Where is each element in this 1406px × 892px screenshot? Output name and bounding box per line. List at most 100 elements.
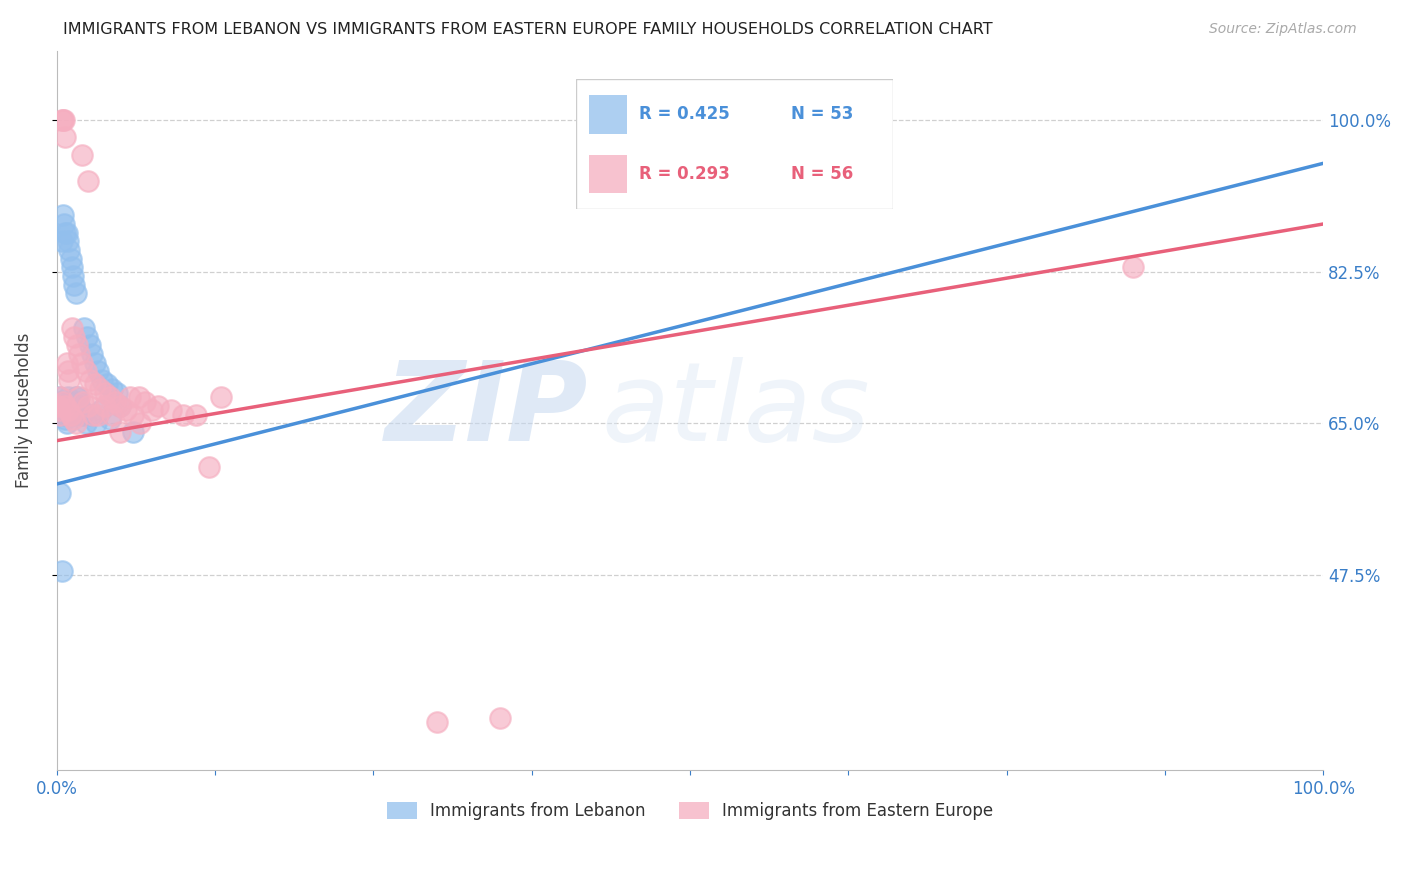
Point [53, 217, 76, 231]
Point [98, 412, 121, 426]
Point [159, 403, 181, 417]
Point [52, 394, 75, 409]
Point [55, 226, 77, 240]
Point [62, 412, 84, 426]
Point [52, 113, 75, 128]
Point [70, 408, 93, 422]
Point [51, 235, 73, 249]
Point [209, 390, 232, 404]
Point [108, 399, 131, 413]
Point [48, 390, 70, 404]
Point [77, 399, 100, 413]
Point [70, 147, 93, 161]
Point [55, 417, 77, 431]
Point [93, 399, 115, 413]
Y-axis label: Family Households: Family Households [15, 333, 32, 488]
Point [46, 399, 69, 413]
Point [73, 321, 96, 335]
Point [115, 403, 138, 417]
Point [1122, 260, 1144, 275]
Point [90, 403, 112, 417]
Point [80, 347, 103, 361]
Point [49, 485, 72, 500]
Point [91, 373, 114, 387]
Text: ZIP: ZIP [385, 357, 589, 464]
Point [489, 711, 512, 725]
Point [67, 390, 90, 404]
Point [66, 338, 89, 352]
Point [83, 377, 105, 392]
Point [120, 390, 142, 404]
Point [52, 403, 75, 417]
Point [67, 347, 90, 361]
Point [51, 399, 73, 413]
Point [65, 286, 87, 301]
Point [121, 408, 143, 422]
Point [93, 386, 115, 401]
Point [77, 174, 100, 188]
Point [49, 394, 72, 409]
Point [70, 356, 93, 370]
Point [58, 243, 80, 257]
Point [134, 394, 156, 409]
Point [80, 408, 103, 422]
Point [72, 394, 94, 409]
Point [49, 390, 72, 404]
Point [52, 208, 75, 222]
Point [129, 417, 152, 431]
Point [141, 403, 163, 417]
Point [63, 329, 86, 343]
Point [58, 394, 80, 409]
Point [60, 321, 83, 335]
Point [128, 390, 150, 404]
Point [87, 408, 110, 422]
Point [101, 408, 124, 422]
Point [197, 459, 219, 474]
Point [59, 252, 82, 266]
Point [121, 425, 143, 439]
Point [75, 364, 97, 378]
Point [87, 364, 110, 378]
Point [59, 399, 82, 413]
Point [51, 113, 73, 128]
Point [66, 390, 89, 404]
Point [84, 417, 107, 431]
Point [65, 417, 87, 431]
Point [55, 130, 77, 145]
Point [184, 408, 207, 422]
Point [55, 399, 77, 413]
Point [55, 356, 77, 370]
Point [108, 399, 131, 413]
Point [55, 412, 77, 426]
Point [108, 425, 131, 439]
Point [56, 390, 79, 404]
Point [62, 408, 84, 422]
Point [67, 399, 90, 413]
Point [101, 382, 124, 396]
Point [60, 260, 83, 275]
Point [82, 408, 104, 422]
Point [83, 356, 105, 370]
Legend: Immigrants from Lebanon, Immigrants from Eastern Europe: Immigrants from Lebanon, Immigrants from… [380, 795, 1000, 826]
Point [70, 408, 93, 422]
Point [46, 399, 69, 413]
Point [56, 364, 79, 378]
Point [48, 403, 70, 417]
Point [75, 417, 97, 431]
Point [104, 394, 127, 409]
Point [65, 390, 87, 404]
Point [55, 226, 77, 240]
Point [69, 403, 91, 417]
Point [426, 715, 449, 730]
Point [146, 399, 169, 413]
Point [67, 394, 90, 409]
Point [59, 408, 82, 422]
Point [56, 235, 79, 249]
Text: atlas: atlas [602, 357, 870, 464]
Point [48, 403, 70, 417]
Point [96, 377, 118, 392]
Point [58, 373, 80, 387]
Point [49, 408, 72, 422]
Point [51, 564, 73, 578]
Point [98, 390, 121, 404]
